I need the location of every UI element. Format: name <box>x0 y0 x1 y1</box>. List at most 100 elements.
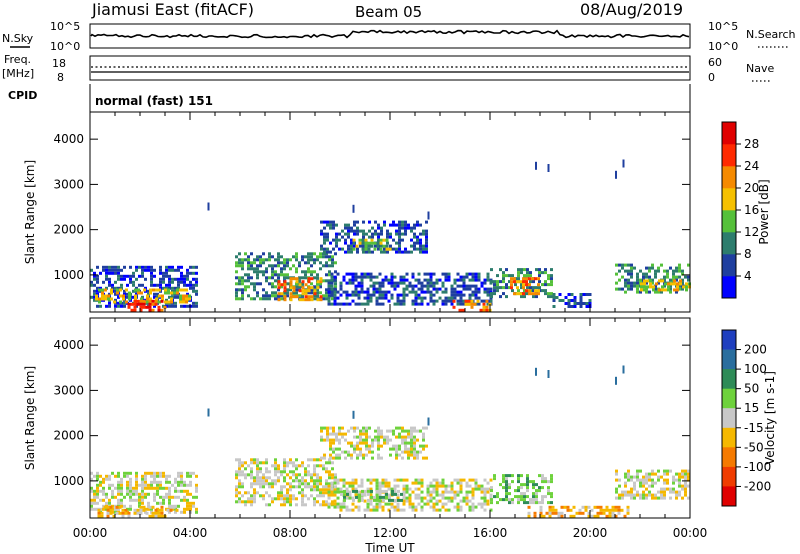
data-cell <box>377 235 380 239</box>
data-cell <box>235 282 238 286</box>
data-cell <box>313 488 316 492</box>
data-cell <box>347 441 350 445</box>
data-cell <box>307 261 310 265</box>
y-tick-label: 3000 <box>53 383 84 397</box>
data-cell <box>304 503 307 507</box>
data-cell <box>508 498 511 502</box>
data-cell <box>566 505 570 509</box>
data-cell <box>360 484 364 488</box>
data-cell <box>416 220 419 224</box>
data-cell <box>678 493 681 497</box>
data-cell <box>262 273 265 277</box>
data-cell <box>657 490 660 494</box>
data-cell <box>307 286 311 290</box>
data-cell <box>360 281 364 285</box>
data-cell <box>135 292 138 296</box>
data-cell <box>325 461 328 465</box>
data-cell <box>289 503 292 507</box>
data-cell <box>422 426 425 430</box>
data-cell <box>413 223 416 227</box>
data-cell <box>153 492 156 496</box>
data-cell <box>626 508 630 512</box>
data-cell <box>517 489 520 493</box>
data-cell <box>298 464 301 468</box>
data-cell <box>350 453 353 457</box>
data-cell <box>459 478 463 482</box>
data-cell <box>90 477 93 481</box>
data-cell <box>414 478 418 482</box>
data-cell <box>630 487 633 491</box>
data-cell <box>162 274 165 278</box>
data-cell <box>432 484 436 488</box>
data-cell <box>112 514 116 518</box>
data-cell <box>547 164 550 172</box>
data-cell <box>630 490 633 494</box>
data-cell <box>462 496 466 500</box>
data-cell <box>148 308 152 312</box>
data-cell <box>144 486 147 490</box>
data-cell <box>511 474 514 478</box>
data-cell <box>168 492 171 496</box>
data-cell <box>493 495 496 499</box>
data-cell <box>259 264 262 268</box>
data-cell <box>177 277 180 281</box>
data-cell <box>253 258 256 262</box>
data-cell <box>453 505 457 509</box>
data-cell <box>381 302 385 306</box>
data-cell <box>325 479 328 483</box>
data-cell <box>128 291 131 295</box>
data-cell <box>435 290 439 294</box>
data-cell <box>423 278 427 282</box>
data-cell <box>408 493 412 497</box>
data-cell <box>301 292 305 296</box>
data-cell <box>627 278 630 282</box>
data-cell <box>186 507 189 511</box>
data-cell <box>343 498 346 502</box>
data-cell <box>162 501 165 505</box>
data-cell <box>361 241 365 245</box>
data-cell <box>361 247 365 251</box>
data-cell <box>423 290 427 294</box>
data-cell <box>480 490 484 494</box>
data-cell <box>362 456 365 460</box>
data-cell <box>384 478 388 482</box>
data-cell <box>471 496 475 500</box>
data-cell <box>392 447 395 451</box>
data-cell <box>416 438 419 442</box>
data-cell <box>395 232 398 236</box>
data-cell <box>377 232 380 236</box>
data-cell <box>353 223 356 227</box>
data-cell <box>100 511 104 515</box>
data-cell <box>558 293 562 296</box>
data-cell <box>189 501 192 505</box>
data-cell <box>471 493 475 497</box>
data-cell <box>684 487 687 491</box>
data-cell <box>378 293 382 297</box>
data-cell <box>360 272 364 276</box>
data-cell <box>325 255 328 259</box>
data-cell <box>523 268 526 272</box>
data-cell <box>664 282 667 286</box>
data-cell <box>425 250 428 254</box>
data-cell <box>93 277 96 281</box>
data-cell <box>180 498 183 502</box>
data-cell <box>392 220 395 224</box>
data-cell <box>338 441 341 445</box>
data-cell <box>459 284 463 288</box>
data-cell <box>176 288 179 292</box>
data-cell <box>132 274 135 278</box>
data-cell <box>277 258 280 262</box>
data-cell <box>572 505 576 509</box>
data-cell <box>307 267 310 271</box>
data-cell <box>283 289 287 293</box>
data-cell <box>657 469 660 473</box>
data-cell <box>522 286 525 290</box>
data-cell <box>111 265 114 269</box>
data-cell <box>361 498 364 502</box>
data-cell <box>268 258 271 262</box>
data-cell <box>404 450 407 454</box>
data-cell <box>316 479 319 483</box>
data-cell <box>189 471 192 475</box>
data-cell <box>426 272 430 276</box>
data-cell <box>342 278 346 282</box>
